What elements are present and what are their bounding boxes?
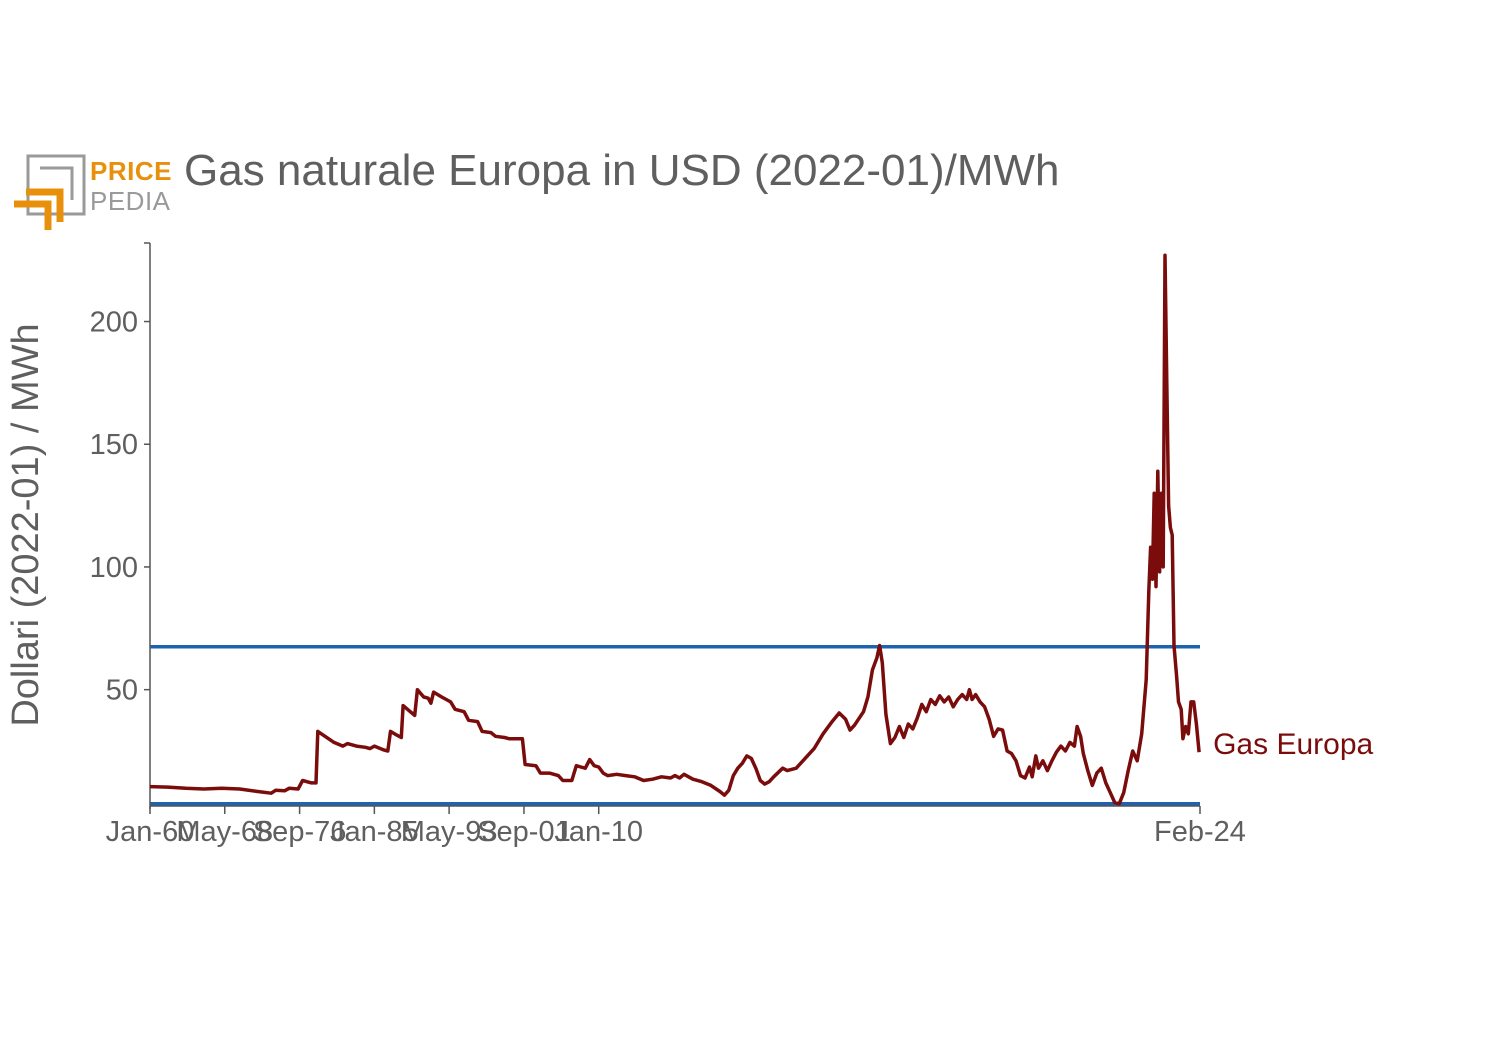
logo-word-pedia: PEDIA — [90, 186, 171, 216]
logo-word-price: PRICE — [90, 156, 172, 186]
logo-mark-icon — [14, 154, 86, 230]
x-tick-label: Jan-10 — [554, 816, 643, 848]
y-tick-label: 100 — [90, 552, 138, 584]
y-tick-label: 200 — [90, 307, 138, 339]
pricepedia-logo: PRICE PEDIA — [12, 150, 182, 232]
y-axis-label: Dollari (2022-01) / MWh — [5, 323, 47, 726]
x-tick-label: May-68 — [176, 816, 273, 848]
y-tick-label: 150 — [90, 429, 138, 461]
x-tick-label: Sep-01 — [477, 816, 571, 848]
x-tick-label: Jan-60 — [106, 816, 195, 848]
series-line-gas-europa — [149, 253, 1201, 806]
chart-title: Gas naturale Europa in USD (2022-01)/MWh — [184, 146, 1060, 195]
y-tick-label: 50 — [106, 675, 138, 707]
series-label-gas-europa: Gas Europa — [1213, 728, 1373, 761]
x-tick-label: Sep-76 — [253, 816, 347, 848]
x-tick-label: May-93 — [401, 816, 498, 848]
x-tick-label: Feb-24 — [1154, 816, 1246, 848]
x-tick-label: Jan-85 — [330, 816, 419, 848]
